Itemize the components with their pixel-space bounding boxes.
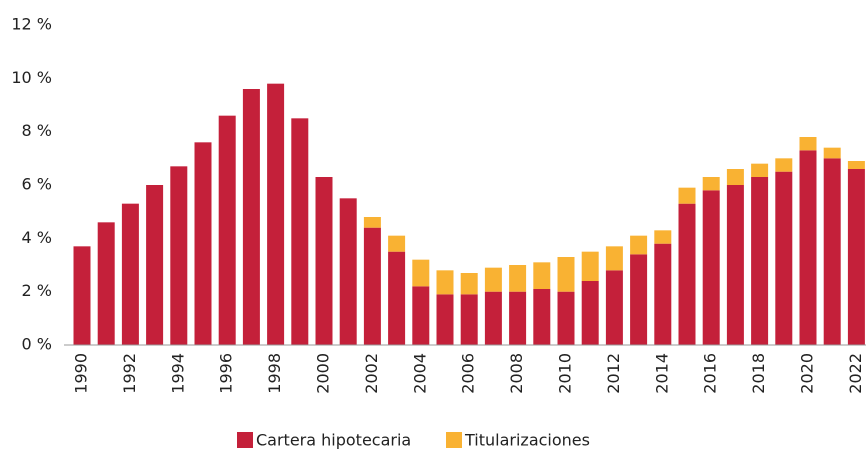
x-tick-label: 1990 bbox=[72, 353, 91, 394]
bar bbox=[533, 262, 551, 289]
y-tick-label: 0 % bbox=[22, 335, 52, 354]
bar bbox=[73, 246, 91, 345]
bar bbox=[654, 243, 672, 345]
bar bbox=[363, 227, 381, 345]
legend-swatch bbox=[237, 432, 253, 448]
y-tick-label: 6 % bbox=[22, 175, 52, 194]
x-tick-label: 2022 bbox=[846, 353, 865, 394]
y-tick-label: 10 % bbox=[11, 68, 52, 87]
bar bbox=[702, 190, 720, 345]
bar bbox=[363, 217, 381, 228]
x-tick-label: 1992 bbox=[120, 353, 139, 394]
bar bbox=[799, 137, 817, 151]
bar bbox=[630, 235, 648, 255]
y-tick-label: 4 % bbox=[22, 228, 52, 247]
bar bbox=[581, 251, 599, 281]
bar bbox=[291, 118, 309, 345]
bar bbox=[315, 177, 333, 345]
bar bbox=[170, 166, 188, 345]
bar bbox=[702, 177, 720, 191]
bar bbox=[654, 230, 672, 244]
legend-label: Titularizaciones bbox=[464, 431, 590, 450]
bar bbox=[581, 281, 599, 345]
bar bbox=[194, 142, 212, 345]
bar bbox=[678, 203, 696, 345]
bar bbox=[533, 289, 551, 345]
bar bbox=[605, 270, 623, 345]
x-tick-label: 2008 bbox=[507, 353, 526, 394]
bar bbox=[751, 163, 769, 177]
bar bbox=[557, 257, 575, 292]
bar bbox=[557, 291, 575, 345]
bar bbox=[678, 187, 696, 204]
y-tick-label: 12 % bbox=[11, 15, 52, 34]
y-tick-label: 2 % bbox=[22, 281, 52, 300]
bar bbox=[97, 222, 115, 345]
bar bbox=[509, 265, 527, 292]
bar bbox=[775, 158, 793, 172]
bar bbox=[484, 267, 502, 292]
bar bbox=[775, 171, 793, 345]
x-tick-label: 1996 bbox=[217, 353, 236, 394]
bar bbox=[460, 273, 478, 295]
bar bbox=[339, 198, 357, 345]
x-tick-label: 1998 bbox=[265, 353, 284, 394]
bar bbox=[605, 246, 623, 271]
x-tick-label: 2000 bbox=[314, 353, 333, 394]
bar bbox=[726, 169, 744, 185]
bar bbox=[726, 185, 744, 345]
bar bbox=[412, 259, 430, 287]
bar bbox=[388, 235, 406, 252]
bar bbox=[436, 294, 454, 345]
bar bbox=[388, 251, 406, 345]
x-tick-label: 2014 bbox=[652, 353, 671, 394]
bar bbox=[436, 270, 454, 295]
bar bbox=[412, 286, 430, 345]
x-tick-label: 2010 bbox=[556, 353, 575, 394]
bar bbox=[823, 147, 841, 159]
bar bbox=[218, 115, 236, 346]
y-tick-label: 8 % bbox=[22, 121, 52, 140]
x-tick-label: 1994 bbox=[168, 353, 187, 394]
x-tick-label: 2012 bbox=[604, 353, 623, 394]
bar bbox=[242, 89, 260, 345]
x-tick-label: 2002 bbox=[362, 353, 381, 394]
x-tick-label: 2018 bbox=[749, 353, 768, 394]
bar bbox=[460, 294, 478, 345]
bar bbox=[823, 158, 841, 345]
bar bbox=[847, 161, 865, 169]
bar bbox=[146, 185, 164, 345]
bar bbox=[267, 83, 285, 346]
bar bbox=[121, 203, 139, 345]
x-tick-label: 2006 bbox=[459, 353, 478, 394]
x-tick-label: 2016 bbox=[701, 353, 720, 394]
x-tick-label: 2004 bbox=[410, 353, 429, 394]
bar bbox=[630, 254, 648, 345]
bar bbox=[509, 291, 527, 345]
bar bbox=[751, 177, 769, 345]
bar bbox=[847, 169, 865, 345]
x-tick-label: 2020 bbox=[798, 353, 817, 394]
legend-label: Cartera hipotecaria bbox=[256, 431, 411, 450]
bar bbox=[799, 150, 817, 345]
legend-swatch bbox=[446, 432, 462, 448]
bar bbox=[484, 291, 502, 345]
